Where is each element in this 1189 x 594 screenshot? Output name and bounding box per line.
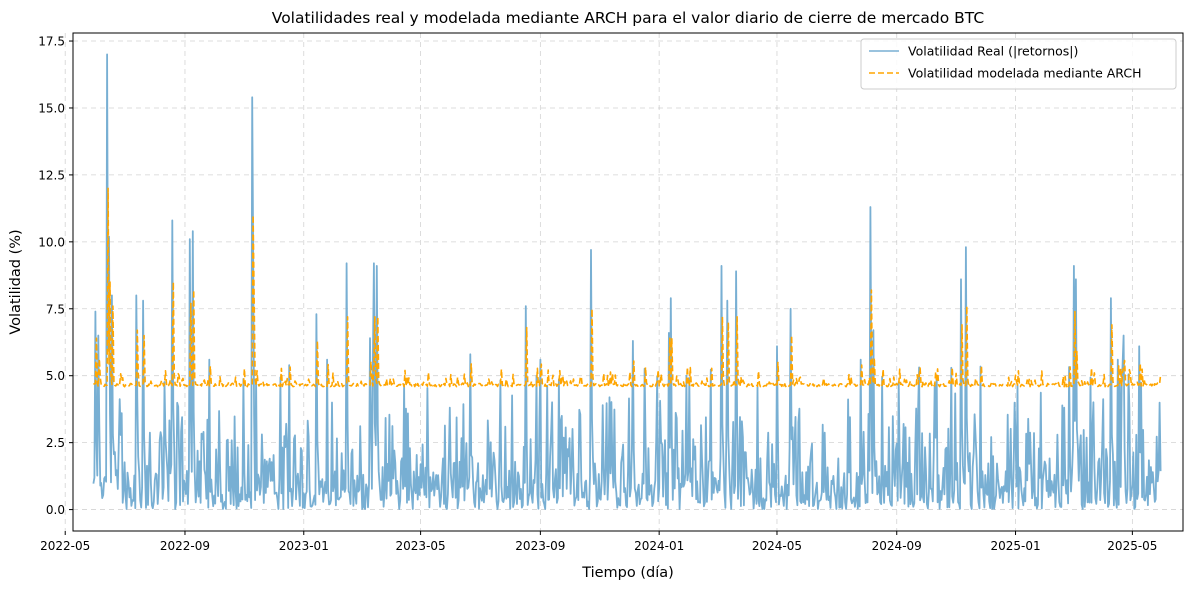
y-tick-label-1: 2.5 bbox=[46, 436, 65, 450]
y-tick-label-5: 12.5 bbox=[38, 168, 65, 182]
series-line-arch bbox=[93, 187, 1162, 388]
y-tick-label-6: 15.0 bbox=[38, 101, 65, 115]
x-tick-label-4: 2023-09 bbox=[515, 539, 565, 553]
x-tick-label-2: 2023-01 bbox=[279, 539, 329, 553]
plot-frame bbox=[72, 32, 1184, 532]
legend: Volatilidad Real (|retornos|) Volatilida… bbox=[860, 38, 1177, 90]
series-line-real bbox=[92, 53, 1162, 510]
x-axis: 2022-05 2022-09 2023-01 2023-05 2023-09 2024-… bbox=[40, 531, 1157, 553]
y-tick-label-2: 5.0 bbox=[46, 369, 65, 383]
x-axis-label: Tiempo (día) bbox=[581, 565, 674, 581]
plot-area bbox=[92, 53, 1162, 510]
x-tick-label-8: 2025-01 bbox=[990, 539, 1040, 553]
x-tick-label-9: 2025-05 bbox=[1107, 539, 1157, 553]
x-tick-label-7: 2024-09 bbox=[872, 539, 922, 553]
y-tick-label-4: 10.0 bbox=[38, 235, 65, 249]
legend-label-real: Volatilidad Real (|retornos|) bbox=[908, 44, 1078, 59]
chart-title: Volatilidades real y modelada mediante A… bbox=[272, 9, 984, 27]
y-tick-label-0: 0.0 bbox=[46, 503, 65, 517]
x-tick-label-0: 2022-05 bbox=[40, 539, 90, 553]
legend-label-arch: Volatilidad modelada mediante ARCH bbox=[908, 66, 1142, 81]
grid bbox=[64, 33, 1183, 531]
x-tick-label-6: 2024-05 bbox=[752, 539, 802, 553]
x-tick-label-3: 2023-05 bbox=[396, 539, 446, 553]
legend-box bbox=[860, 38, 1177, 90]
y-axis: 0.0 2.5 5.0 7.5 10.0 12.5 15.0 17.5 bbox=[38, 35, 73, 517]
y-tick-label-3: 7.5 bbox=[46, 302, 65, 316]
x-tick-label-1: 2022-09 bbox=[160, 539, 210, 553]
x-tick-label-5: 2024-01 bbox=[634, 539, 684, 553]
y-axis-label: Volatilidad (%) bbox=[8, 229, 24, 334]
y-tick-label-7: 17.5 bbox=[38, 35, 65, 49]
